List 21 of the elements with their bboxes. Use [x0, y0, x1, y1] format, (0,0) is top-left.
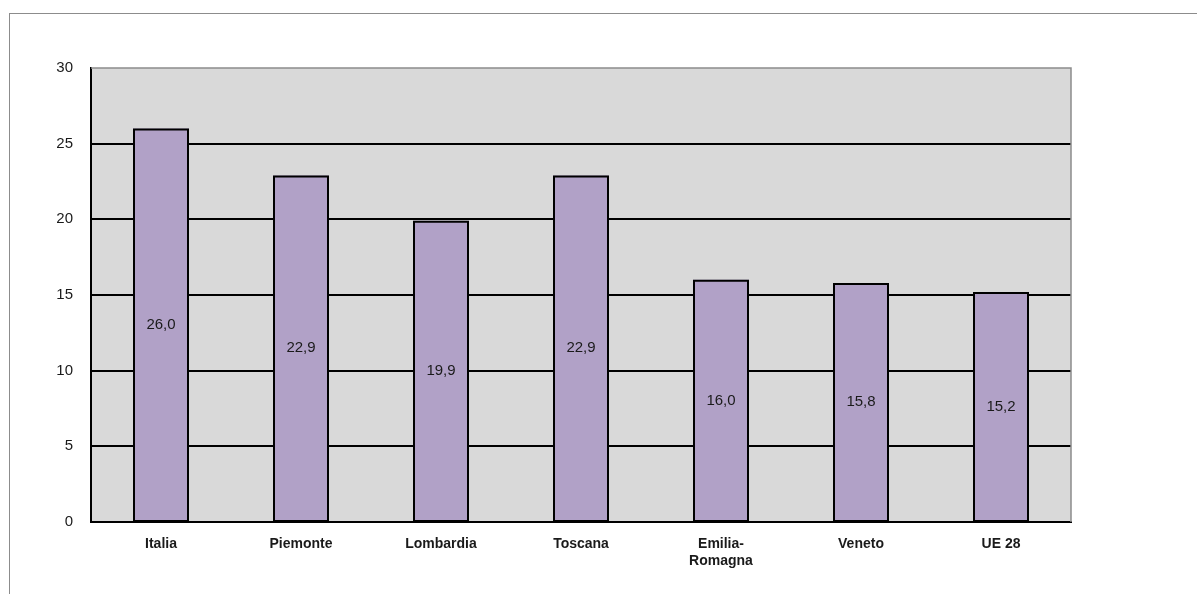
data-label: 22,9	[286, 338, 316, 356]
y-tick-label: 10	[56, 360, 73, 378]
y-tick-label: 5	[64, 436, 73, 454]
data-label: 15,2	[986, 396, 1016, 414]
y-tick-label: 0	[64, 512, 73, 530]
data-label: 15,8	[846, 392, 876, 410]
data-label: 19,9	[426, 361, 456, 379]
y-tick-label: 15	[56, 285, 73, 303]
x-tick-label: Lombardia	[405, 535, 477, 552]
data-label: 16,0	[706, 390, 736, 408]
y-tick-label: 20	[56, 209, 73, 227]
data-label: 26,0	[146, 314, 176, 332]
y-tick-label: 25	[56, 133, 73, 151]
x-tick-label: Toscana	[553, 535, 610, 552]
x-tick-label: UE 28	[981, 535, 1021, 552]
y-tick-label: 30	[56, 58, 73, 76]
x-tick-label: Emilia-Romagna	[689, 535, 754, 569]
x-tick-label: Italia	[145, 535, 178, 552]
x-tick-label: Veneto	[838, 535, 884, 552]
x-tick-label: Piemonte	[269, 535, 333, 552]
data-label: 22,9	[566, 338, 596, 356]
